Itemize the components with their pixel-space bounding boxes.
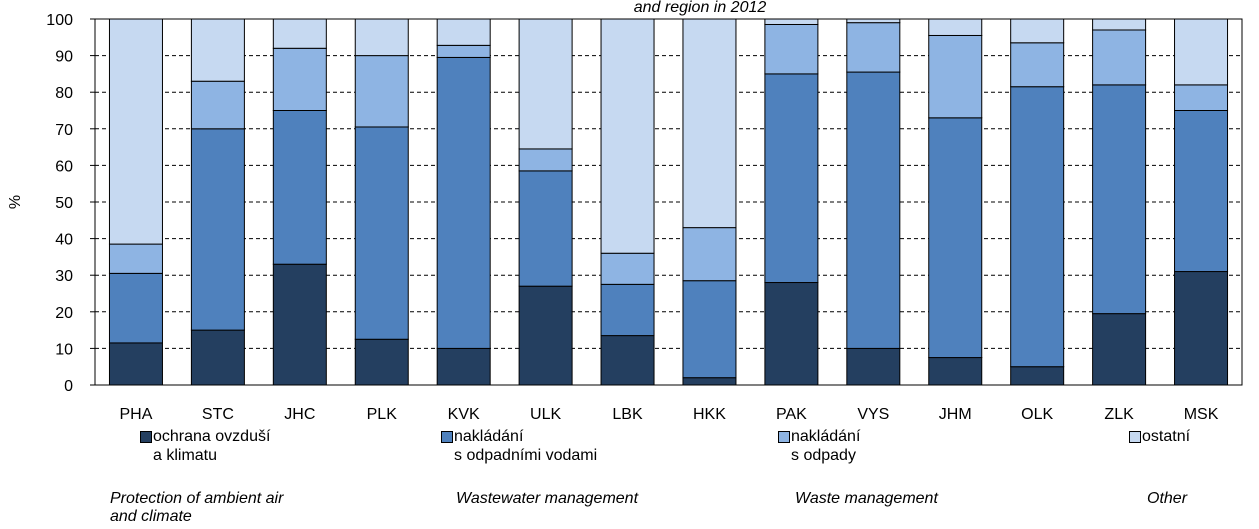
bar-segment	[436, 44, 491, 58]
bar-segment	[764, 282, 819, 386]
y-tick-label: 0	[64, 378, 73, 395]
bar-segment	[682, 280, 737, 379]
x-tick-label: PHA	[120, 406, 153, 423]
x-tick-label: JHC	[284, 406, 315, 423]
bar-segment	[108, 342, 163, 386]
legend-label: ochrana ovzduší a klimatu	[153, 428, 271, 464]
y-tick-label: 90	[55, 49, 73, 66]
x-tick-label: LBK	[612, 406, 643, 423]
legend-swatch	[441, 431, 453, 443]
legend-swatch	[778, 431, 790, 443]
bar-segment	[272, 110, 327, 265]
bar-segment	[354, 18, 409, 57]
x-tick-label: JHM	[939, 406, 972, 423]
bar-segment	[1174, 18, 1229, 86]
bar-segment	[1174, 84, 1229, 111]
bar-segment	[928, 117, 983, 359]
bar-segment	[1010, 18, 1065, 44]
legend-label: ostatní	[1142, 428, 1191, 445]
x-tick-label: ULK	[530, 406, 561, 423]
bar-segment	[846, 18, 901, 24]
x-tick-label: ZLK	[1104, 406, 1134, 423]
bar-segment	[928, 18, 983, 36]
x-tick-label: KVK	[448, 406, 480, 423]
bar-segment	[682, 18, 737, 229]
bar-segment	[928, 357, 983, 386]
bar-segment	[600, 18, 655, 254]
legend-label: nakládání s odpadními vodami	[454, 428, 598, 464]
bar-segment	[1092, 29, 1147, 86]
y-tick-label: 60	[55, 158, 73, 175]
bar-segment	[354, 55, 409, 128]
x-tick-label: OLK	[1021, 406, 1053, 423]
bar-segment	[764, 18, 819, 25]
y-tick-label: 30	[55, 268, 73, 285]
bar-segment	[108, 272, 163, 344]
bar-segment	[600, 283, 655, 337]
bar-segment	[436, 56, 491, 349]
legend-label-en: Protection of ambient air and climate	[110, 490, 284, 525]
bar-segment	[518, 148, 573, 172]
bar-segment	[272, 263, 327, 386]
legend-swatch	[1129, 431, 1141, 443]
bar-segment	[354, 126, 409, 340]
bar-segment	[1010, 366, 1065, 386]
y-tick-label: 50	[55, 195, 73, 212]
bar-segment	[354, 338, 409, 386]
legend-label-en: Waste management	[795, 490, 938, 507]
bar-segment	[1092, 84, 1147, 315]
bar-segment	[1174, 110, 1229, 273]
bar-segment	[682, 227, 737, 282]
bar-segment	[846, 347, 901, 386]
bar-segment	[518, 170, 573, 287]
x-tick-label: PAK	[776, 406, 807, 423]
bar-segment	[108, 18, 163, 245]
chart-title: and region in 2012	[634, 0, 767, 16]
legend-swatch	[140, 431, 152, 443]
bar-segment	[846, 71, 901, 349]
x-tick-label: HKK	[693, 406, 726, 423]
bar-segment	[190, 18, 245, 82]
bar-segment	[518, 285, 573, 386]
bar-segment	[1092, 18, 1147, 31]
y-tick-label: 10	[55, 341, 73, 358]
y-tick-label: 80	[55, 85, 73, 102]
bar-segment	[436, 347, 491, 386]
y-tick-label: 100	[46, 12, 73, 29]
bar-segment	[518, 18, 573, 150]
plot-border	[94, 18, 1243, 386]
bar-segment	[764, 73, 819, 284]
bar-segment	[190, 128, 245, 331]
y-axis-label: %	[7, 195, 24, 209]
bar-segment	[764, 23, 819, 75]
bar-segment	[1092, 313, 1147, 386]
bar-segment	[1010, 42, 1065, 88]
bar-segment	[600, 335, 655, 386]
bar-segment	[190, 80, 245, 130]
legend-label: nakládání s odpady	[791, 428, 861, 464]
bar-segment	[1010, 86, 1065, 368]
y-tick-label: 70	[55, 122, 73, 139]
bar-segment	[272, 47, 327, 111]
bar-segment	[1174, 271, 1229, 386]
x-tick-label: PLK	[367, 406, 398, 423]
x-tick-label: MSK	[1184, 406, 1219, 423]
y-tick-label: 20	[55, 305, 73, 322]
legend-label-en: Other	[1147, 490, 1188, 507]
y-tick-label: 40	[55, 232, 73, 249]
bar-segment	[682, 377, 737, 386]
bar-segment	[436, 18, 491, 46]
bar-segment	[928, 34, 983, 119]
x-tick-label: STC	[202, 406, 234, 423]
bar-segment	[600, 252, 655, 285]
bar-segment	[272, 18, 327, 49]
x-tick-label: VYS	[857, 406, 889, 423]
bar-segment	[108, 243, 163, 274]
bar-segment	[190, 329, 245, 386]
bar-segment	[846, 22, 901, 73]
legend-label-en: Wastewater management	[456, 490, 639, 507]
